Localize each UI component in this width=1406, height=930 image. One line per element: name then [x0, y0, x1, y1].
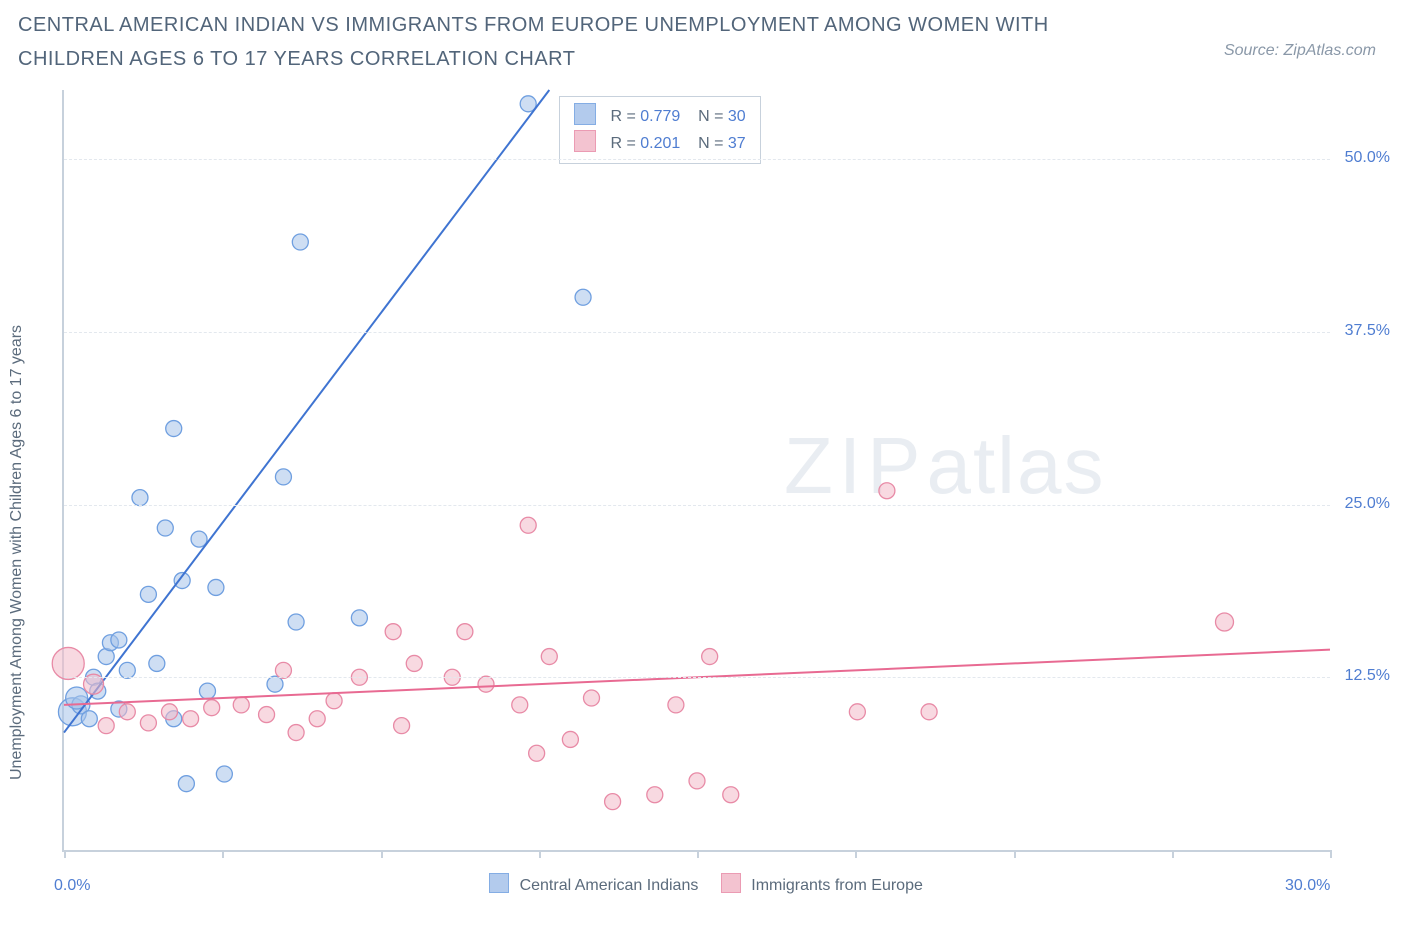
data-point [140, 715, 156, 731]
data-point [216, 766, 232, 782]
x-tick [1172, 850, 1174, 858]
data-point [849, 704, 865, 720]
data-point [259, 707, 275, 723]
data-point [119, 704, 135, 720]
r-value-2: 0.201 [640, 135, 680, 152]
data-point [208, 579, 224, 595]
stats-row-1: R = 0.779 N = 30 [574, 103, 746, 130]
data-point [1216, 613, 1234, 631]
gridline [64, 159, 1330, 160]
y-tick-label: 25.0% [1345, 495, 1390, 513]
data-point [394, 718, 410, 734]
data-point [162, 704, 178, 720]
stats-swatch-2 [574, 130, 596, 152]
r-label: R = [610, 108, 635, 125]
r-value-1: 0.779 [640, 108, 680, 125]
data-point [309, 711, 325, 727]
n-value-2: 37 [728, 135, 746, 152]
data-point [233, 697, 249, 713]
data-point [111, 632, 127, 648]
data-point [541, 649, 557, 665]
data-point [520, 517, 536, 533]
data-point [199, 683, 215, 699]
data-point [605, 794, 621, 810]
data-point [119, 662, 135, 678]
data-point [668, 697, 684, 713]
x-tick [539, 850, 541, 858]
data-point [292, 234, 308, 250]
data-point [288, 725, 304, 741]
gridline [64, 677, 1330, 678]
chart-title: CENTRAL AMERICAN INDIAN VS IMMIGRANTS FR… [18, 8, 1138, 76]
x-tick-label: 30.0% [1285, 877, 1330, 895]
plot-area: ZIPatlas R = 0.779 N = 30 R = 0.201 N = … [62, 90, 1330, 852]
n-value-1: 30 [728, 108, 746, 125]
x-tick [222, 850, 224, 858]
legend-swatch-2 [721, 873, 741, 893]
x-tick [64, 850, 66, 858]
data-point [512, 697, 528, 713]
gridline [64, 505, 1330, 506]
trend-line [64, 90, 549, 733]
stats-box: R = 0.779 N = 30 R = 0.201 N = 37 [559, 96, 761, 164]
data-point [457, 624, 473, 640]
data-point [723, 787, 739, 803]
data-point [689, 773, 705, 789]
data-point [326, 693, 342, 709]
data-point [288, 614, 304, 630]
x-tick [1330, 850, 1332, 858]
data-point [149, 655, 165, 671]
legend-label-1: Central American Indians [520, 877, 699, 894]
r-label-2: R = [610, 135, 635, 152]
y-tick-label: 37.5% [1345, 322, 1390, 340]
data-point [275, 469, 291, 485]
stats-row-2: R = 0.201 N = 37 [574, 130, 746, 157]
data-point [98, 718, 114, 734]
data-point [406, 655, 422, 671]
n-label: N = [698, 108, 723, 125]
legend: Central American Indians Immigrants from… [64, 873, 1330, 895]
data-point [81, 711, 97, 727]
legend-swatch-1 [489, 873, 509, 893]
data-point [157, 520, 173, 536]
data-point [478, 676, 494, 692]
data-point [351, 610, 367, 626]
x-tick [1014, 850, 1016, 858]
stats-swatch-1 [574, 103, 596, 125]
data-point [183, 711, 199, 727]
data-point [879, 483, 895, 499]
data-point [275, 662, 291, 678]
data-point [52, 647, 84, 679]
data-point [204, 700, 220, 716]
y-tick-label: 50.0% [1345, 149, 1390, 167]
scatter-svg [64, 90, 1330, 850]
gridline [64, 332, 1330, 333]
data-point [529, 745, 545, 761]
x-tick [855, 850, 857, 858]
x-tick [381, 850, 383, 858]
data-point [132, 490, 148, 506]
data-point [166, 421, 182, 437]
data-point [584, 690, 600, 706]
x-tick-label: 0.0% [54, 877, 90, 895]
data-point [562, 731, 578, 747]
y-tick-label: 12.5% [1345, 667, 1390, 685]
data-point [575, 289, 591, 305]
n-label-2: N = [698, 135, 723, 152]
source-label: Source: ZipAtlas.com [1224, 42, 1376, 60]
y-axis-label: Unemployment Among Women with Children A… [8, 325, 26, 780]
data-point [647, 787, 663, 803]
data-point [178, 776, 194, 792]
data-point [702, 649, 718, 665]
data-point [385, 624, 401, 640]
data-point [921, 704, 937, 720]
data-point [140, 586, 156, 602]
data-point [267, 676, 283, 692]
legend-label-2: Immigrants from Europe [751, 877, 923, 894]
x-tick [697, 850, 699, 858]
